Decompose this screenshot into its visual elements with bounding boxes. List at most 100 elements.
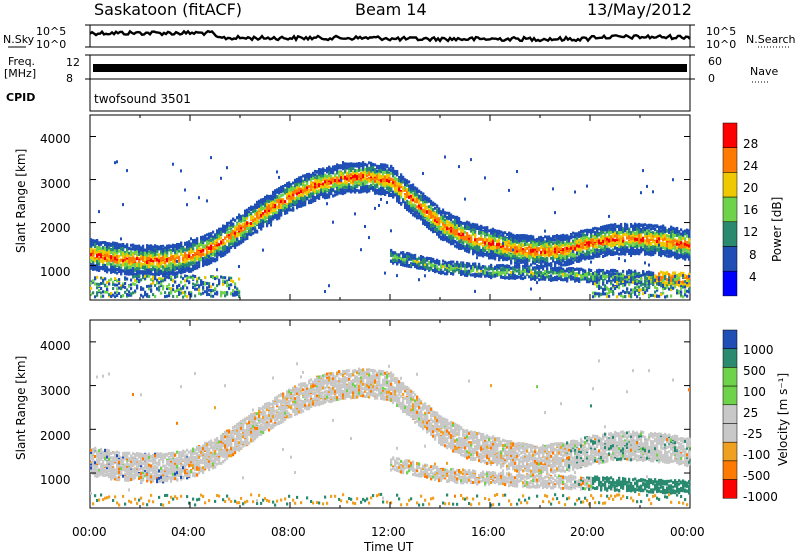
power-cell [260,213,263,217]
power-cell [154,267,157,271]
power-cell [362,166,365,170]
power-cell [176,284,179,288]
power-cell [176,259,178,263]
power-cell [384,189,387,193]
power-cell [224,247,227,251]
power-cell [282,188,285,192]
power-cell [412,263,415,266]
power-cell [444,220,447,224]
power-cell [180,280,183,284]
power-cell [390,177,393,181]
power-cell [452,224,455,228]
power-cell [388,167,391,171]
power-cell [256,211,259,215]
power-cell [460,229,463,233]
power-cell [456,268,459,272]
power-cell [110,292,113,295]
power-cell [444,235,447,239]
power-cell [310,201,313,204]
power-cell [234,226,237,230]
power-cell [352,171,355,175]
power-cell [178,268,181,272]
power-cell [284,211,287,215]
power-cell [174,260,177,264]
power-cell [186,268,189,272]
power-cell [404,178,407,182]
power-cell [420,212,423,216]
power-cell [200,243,203,247]
power-cell [316,180,319,184]
power-cell [176,275,179,278]
power-cell [360,190,363,194]
power-cell [226,250,229,254]
power-cell [318,183,321,187]
power-cell [446,261,449,265]
power-cell [208,282,211,286]
power-cell [280,185,283,189]
power-cell [226,281,229,285]
power-cell [288,205,291,209]
power-cell [122,246,125,250]
power-cell [186,203,188,207]
power-cell [104,248,107,252]
power-cell [400,178,403,182]
power-cell [346,166,349,170]
power-cell [96,256,99,260]
power-cell [220,252,223,256]
power-cell [284,190,287,194]
power-cell [440,231,443,234]
power-cell [104,252,107,256]
power-cell [164,261,167,264]
power-cell [296,192,299,196]
power-cell [380,197,382,201]
power-cell [394,180,397,184]
power-cell [342,161,344,164]
power-cell [394,183,397,187]
power-cell [118,249,121,253]
power-cell [148,244,151,248]
power-cell [116,256,119,259]
power-cell [320,171,323,175]
power-cell [168,248,171,252]
power-cell [344,191,347,195]
power-cell [214,292,217,296]
power-cell [238,291,241,295]
power-cell [124,264,127,268]
power-cell [174,267,177,271]
power-cell [180,291,183,295]
power-cell [292,181,295,185]
power-cell [204,253,207,257]
power-cell [222,224,225,228]
power-cell [138,244,141,248]
power-cell [142,295,145,299]
power-cell [170,266,173,270]
power-cell [296,182,299,186]
power-cell [350,169,353,173]
power-cell [144,273,147,277]
power-cell [302,193,305,197]
power-cell [400,183,403,187]
power-cell [122,282,125,286]
power-cell [154,258,157,262]
power-cell [458,232,461,236]
power-cell [458,217,461,221]
power-cell [130,272,133,276]
power-cell [138,280,141,284]
power-cell [202,263,205,267]
power-cell [118,260,121,264]
power-cell [148,264,151,268]
power-cell [342,183,345,187]
power-cell [384,177,387,180]
power-cell [326,196,329,199]
power-cell [124,282,127,285]
power-cell [286,190,289,194]
power-cell [302,174,305,178]
power-cell [198,252,201,256]
power-cell [362,188,365,192]
power-cell [240,224,243,228]
power-cell [390,249,393,252]
power-cell [344,185,347,189]
power-cell [342,175,345,179]
power-cell [448,230,451,234]
power-cell [410,201,413,205]
